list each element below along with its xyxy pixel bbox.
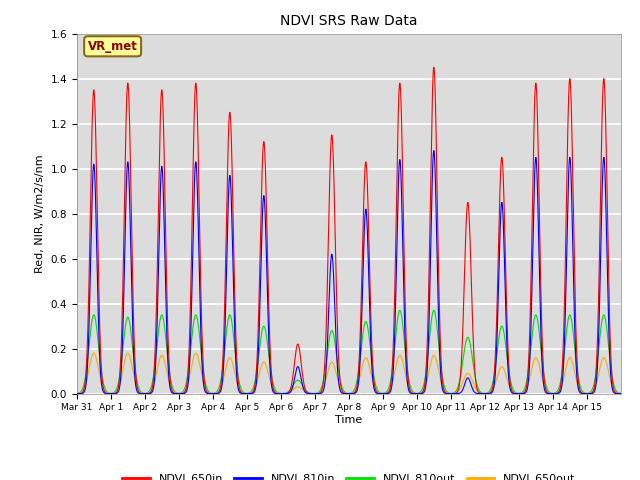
Y-axis label: Red, NIR, W/m2/s/nm: Red, NIR, W/m2/s/nm <box>35 154 45 273</box>
Legend: NDVI_650in, NDVI_810in, NDVI_810out, NDVI_650out: NDVI_650in, NDVI_810in, NDVI_810out, NDV… <box>118 469 580 480</box>
X-axis label: Time: Time <box>335 415 362 425</box>
Title: NDVI SRS Raw Data: NDVI SRS Raw Data <box>280 14 417 28</box>
Text: VR_met: VR_met <box>88 40 138 53</box>
